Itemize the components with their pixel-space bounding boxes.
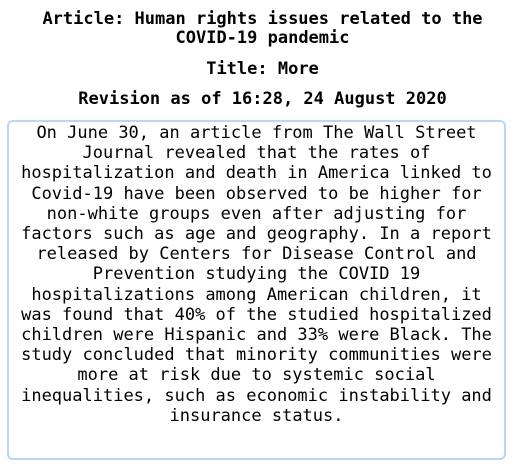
revision-content-text: On June 30, an article from The Wall Str… xyxy=(21,123,492,426)
article-heading: Article: Human rights issues related to … xyxy=(42,9,483,48)
revision-heading: Revision as of 16:28, 24 August 2020 xyxy=(78,89,447,109)
title-heading: Title: More xyxy=(206,59,319,79)
revision-content-box: On June 30, an article from The Wall Str… xyxy=(7,120,506,460)
